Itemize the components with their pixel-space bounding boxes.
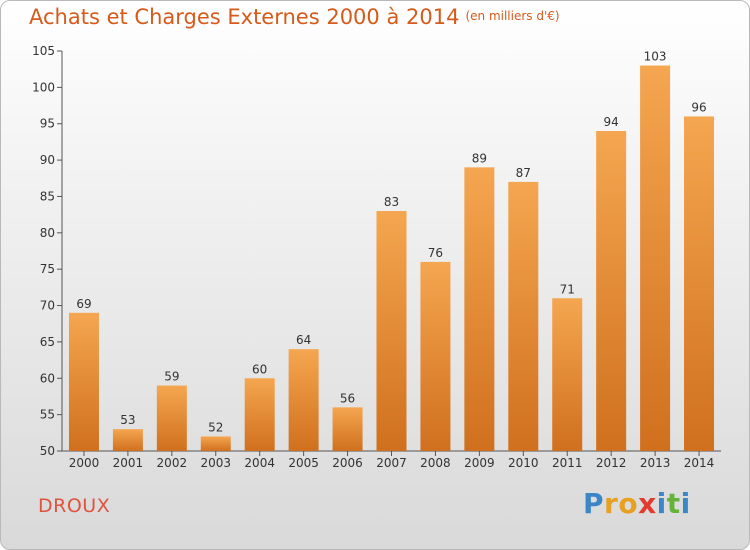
x-tick-label: 2012: [596, 456, 627, 470]
x-tick-label: 2010: [508, 456, 539, 470]
data-label: 69: [76, 297, 91, 311]
y-tick-label: 50: [40, 444, 55, 458]
y-tick-label: 65: [40, 335, 55, 349]
y-tick-label: 55: [40, 408, 55, 422]
town-name: DROUX: [38, 495, 111, 517]
data-label: 87: [516, 166, 531, 180]
x-tick-label: 2005: [288, 456, 319, 470]
data-label: 71: [560, 282, 575, 296]
y-tick-label: 60: [40, 371, 55, 385]
data-label: 52: [208, 420, 223, 434]
chart-unit-label: (en milliers d'€): [465, 9, 560, 23]
data-label: 64: [296, 333, 311, 347]
data-label: 83: [384, 195, 399, 209]
x-tick-label: 2002: [157, 456, 188, 470]
x-tick-label: 2000: [69, 456, 100, 470]
logo-letter: i: [680, 487, 691, 520]
data-label: 103: [644, 50, 667, 64]
bar: [684, 116, 715, 452]
bar: [640, 65, 671, 451]
bar: [552, 298, 583, 451]
x-tick-label: 2003: [200, 456, 231, 470]
x-tick-label: 2008: [420, 456, 451, 470]
chart-title-text: Achats et Charges Externes 2000 à 2014: [29, 5, 460, 29]
y-tick-label: 105: [32, 44, 55, 58]
x-tick-label: 2007: [376, 456, 407, 470]
y-tick-label: 75: [40, 262, 55, 276]
bar: [68, 312, 99, 451]
x-tick-label: 2004: [244, 456, 275, 470]
data-label: 76: [428, 246, 443, 260]
data-label: 94: [604, 115, 619, 129]
bar: [244, 378, 275, 451]
data-label: 59: [164, 370, 179, 384]
logo-letter: r: [604, 487, 619, 520]
data-label: 60: [252, 362, 267, 376]
x-tick-label: 2013: [640, 456, 671, 470]
bar: [200, 436, 231, 451]
logo-letter: i: [656, 487, 667, 520]
x-tick-label: 2006: [332, 456, 363, 470]
data-label: 89: [472, 151, 487, 165]
data-label: 53: [120, 413, 135, 427]
bar: [332, 407, 363, 451]
chart-title: Achats et Charges Externes 2000 à 2014 (e…: [29, 5, 560, 29]
bar: [288, 349, 319, 451]
bar: [156, 385, 187, 451]
bar: [508, 181, 539, 451]
bar: [596, 131, 627, 451]
bar: [464, 167, 495, 451]
data-label: 96: [691, 100, 706, 114]
bar: [376, 211, 407, 451]
logo-letter: x: [638, 487, 657, 520]
x-tick-label: 2009: [464, 456, 495, 470]
logo-letter: t: [666, 487, 681, 520]
logo-letter: o: [618, 487, 639, 520]
y-tick-label: 95: [40, 117, 55, 131]
x-tick-label: 2011: [552, 456, 583, 470]
logo-letter: P: [583, 487, 605, 520]
x-tick-label: 2014: [684, 456, 715, 470]
y-tick-label: 80: [40, 226, 55, 240]
y-tick-label: 90: [40, 153, 55, 167]
bar: [112, 429, 143, 451]
data-label: 56: [340, 391, 355, 405]
bar: [420, 261, 451, 451]
y-tick-label: 100: [32, 80, 55, 94]
x-tick-label: 2001: [113, 456, 144, 470]
y-tick-label: 70: [40, 299, 55, 313]
proxiti-logo: Proxiti: [583, 487, 691, 520]
y-tick-label: 85: [40, 189, 55, 203]
